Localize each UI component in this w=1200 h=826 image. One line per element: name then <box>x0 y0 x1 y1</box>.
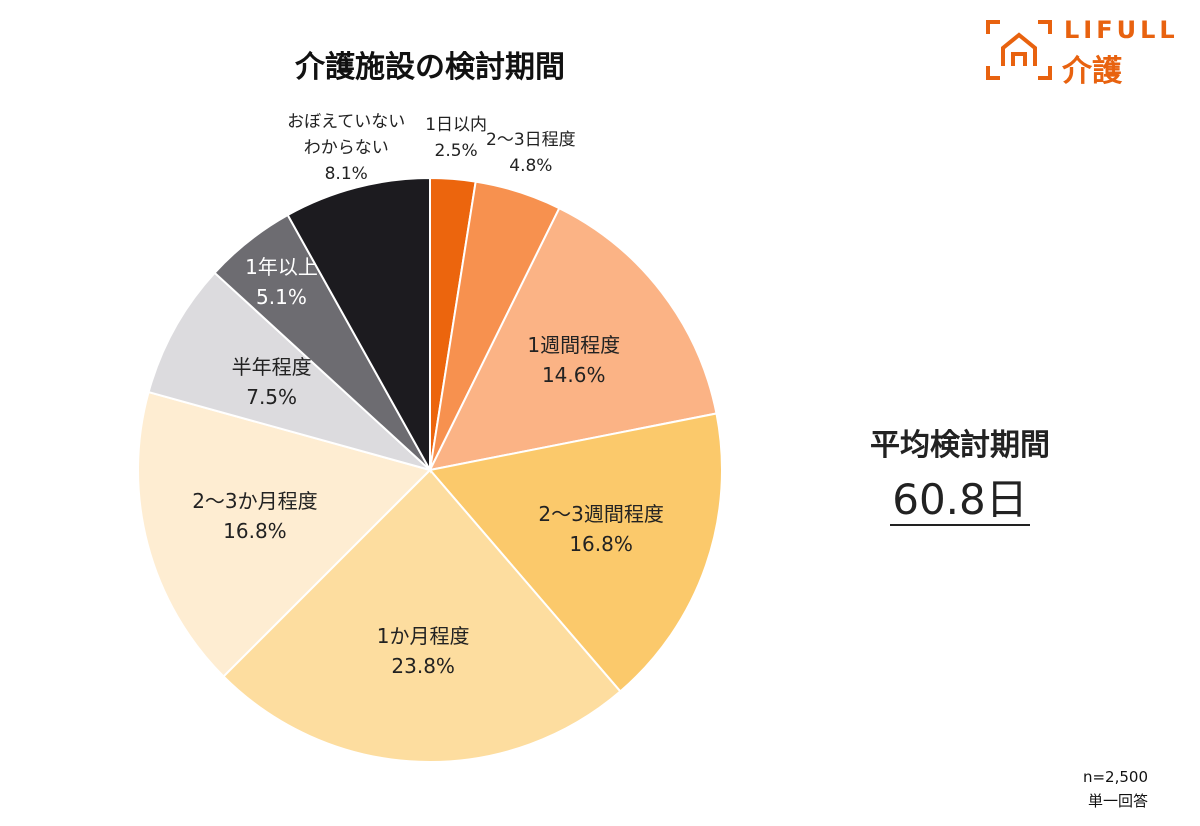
value-label: 7.5% <box>246 385 298 410</box>
category-label: 1週間程度 <box>527 332 621 357</box>
value-label: 16.8% <box>223 519 287 544</box>
answer-type: 単一回答 <box>1087 792 1148 810</box>
category-label: おぼえていない わからない <box>287 111 406 158</box>
value-label: 23.8% <box>391 653 455 678</box>
pie-slice <box>137 390 432 678</box>
category-label: 2〜3日程度 <box>486 129 576 150</box>
slice-label: 1日以内 2.5% <box>425 112 487 164</box>
category-label: 2〜3週間程度 <box>538 502 664 527</box>
average-value-box: 60.8日 <box>830 466 1090 527</box>
value-label: 16.8% <box>569 532 633 557</box>
logo-service: 介護 <box>1062 54 1122 89</box>
slice-label: 2〜3週間程度 16.8% <box>538 499 663 559</box>
category-label: 1か月程度 <box>376 623 470 648</box>
value-label: 14.6% <box>541 362 606 387</box>
slice-label: 1年以上 5.1% <box>245 252 318 312</box>
slice-label: 半年程度 7.5% <box>232 352 312 412</box>
pie-slice <box>286 176 431 474</box>
pie-slice <box>147 271 431 471</box>
chart-title: 介護施設の検討期間 <box>295 50 565 85</box>
value-label: 8.1% <box>324 163 368 184</box>
value-label: 4.8% <box>509 155 553 176</box>
category-label: 半年程度 <box>231 355 312 380</box>
slice-label: おぼえていない わからない 8.1% <box>287 109 405 187</box>
average-value: 60.8日 <box>890 475 1030 526</box>
pie-slice <box>428 412 723 693</box>
slice-label: 1か月程度 23.8% <box>377 621 470 681</box>
slice-label: 1週間程度 14.6% <box>527 330 620 390</box>
category-label: 1年以上 <box>245 255 318 280</box>
slice-label: 2〜3日程度 4.8% <box>486 127 576 179</box>
average-label: 平均検討期間 <box>870 428 1050 463</box>
logo-icon <box>986 20 1052 80</box>
sample-size: n=2,500 <box>1082 768 1148 786</box>
pie-slice <box>428 206 718 472</box>
category-label: 2〜3か月程度 <box>192 489 318 514</box>
value-label: 2.5% <box>434 141 478 162</box>
pie-slice <box>222 468 622 763</box>
logo-brand: LIFULL <box>1064 16 1179 44</box>
category-label: 1日以内 <box>425 115 488 136</box>
slice-label: 2〜3か月程度 16.8% <box>192 486 317 546</box>
value-label: 5.1% <box>256 285 307 310</box>
